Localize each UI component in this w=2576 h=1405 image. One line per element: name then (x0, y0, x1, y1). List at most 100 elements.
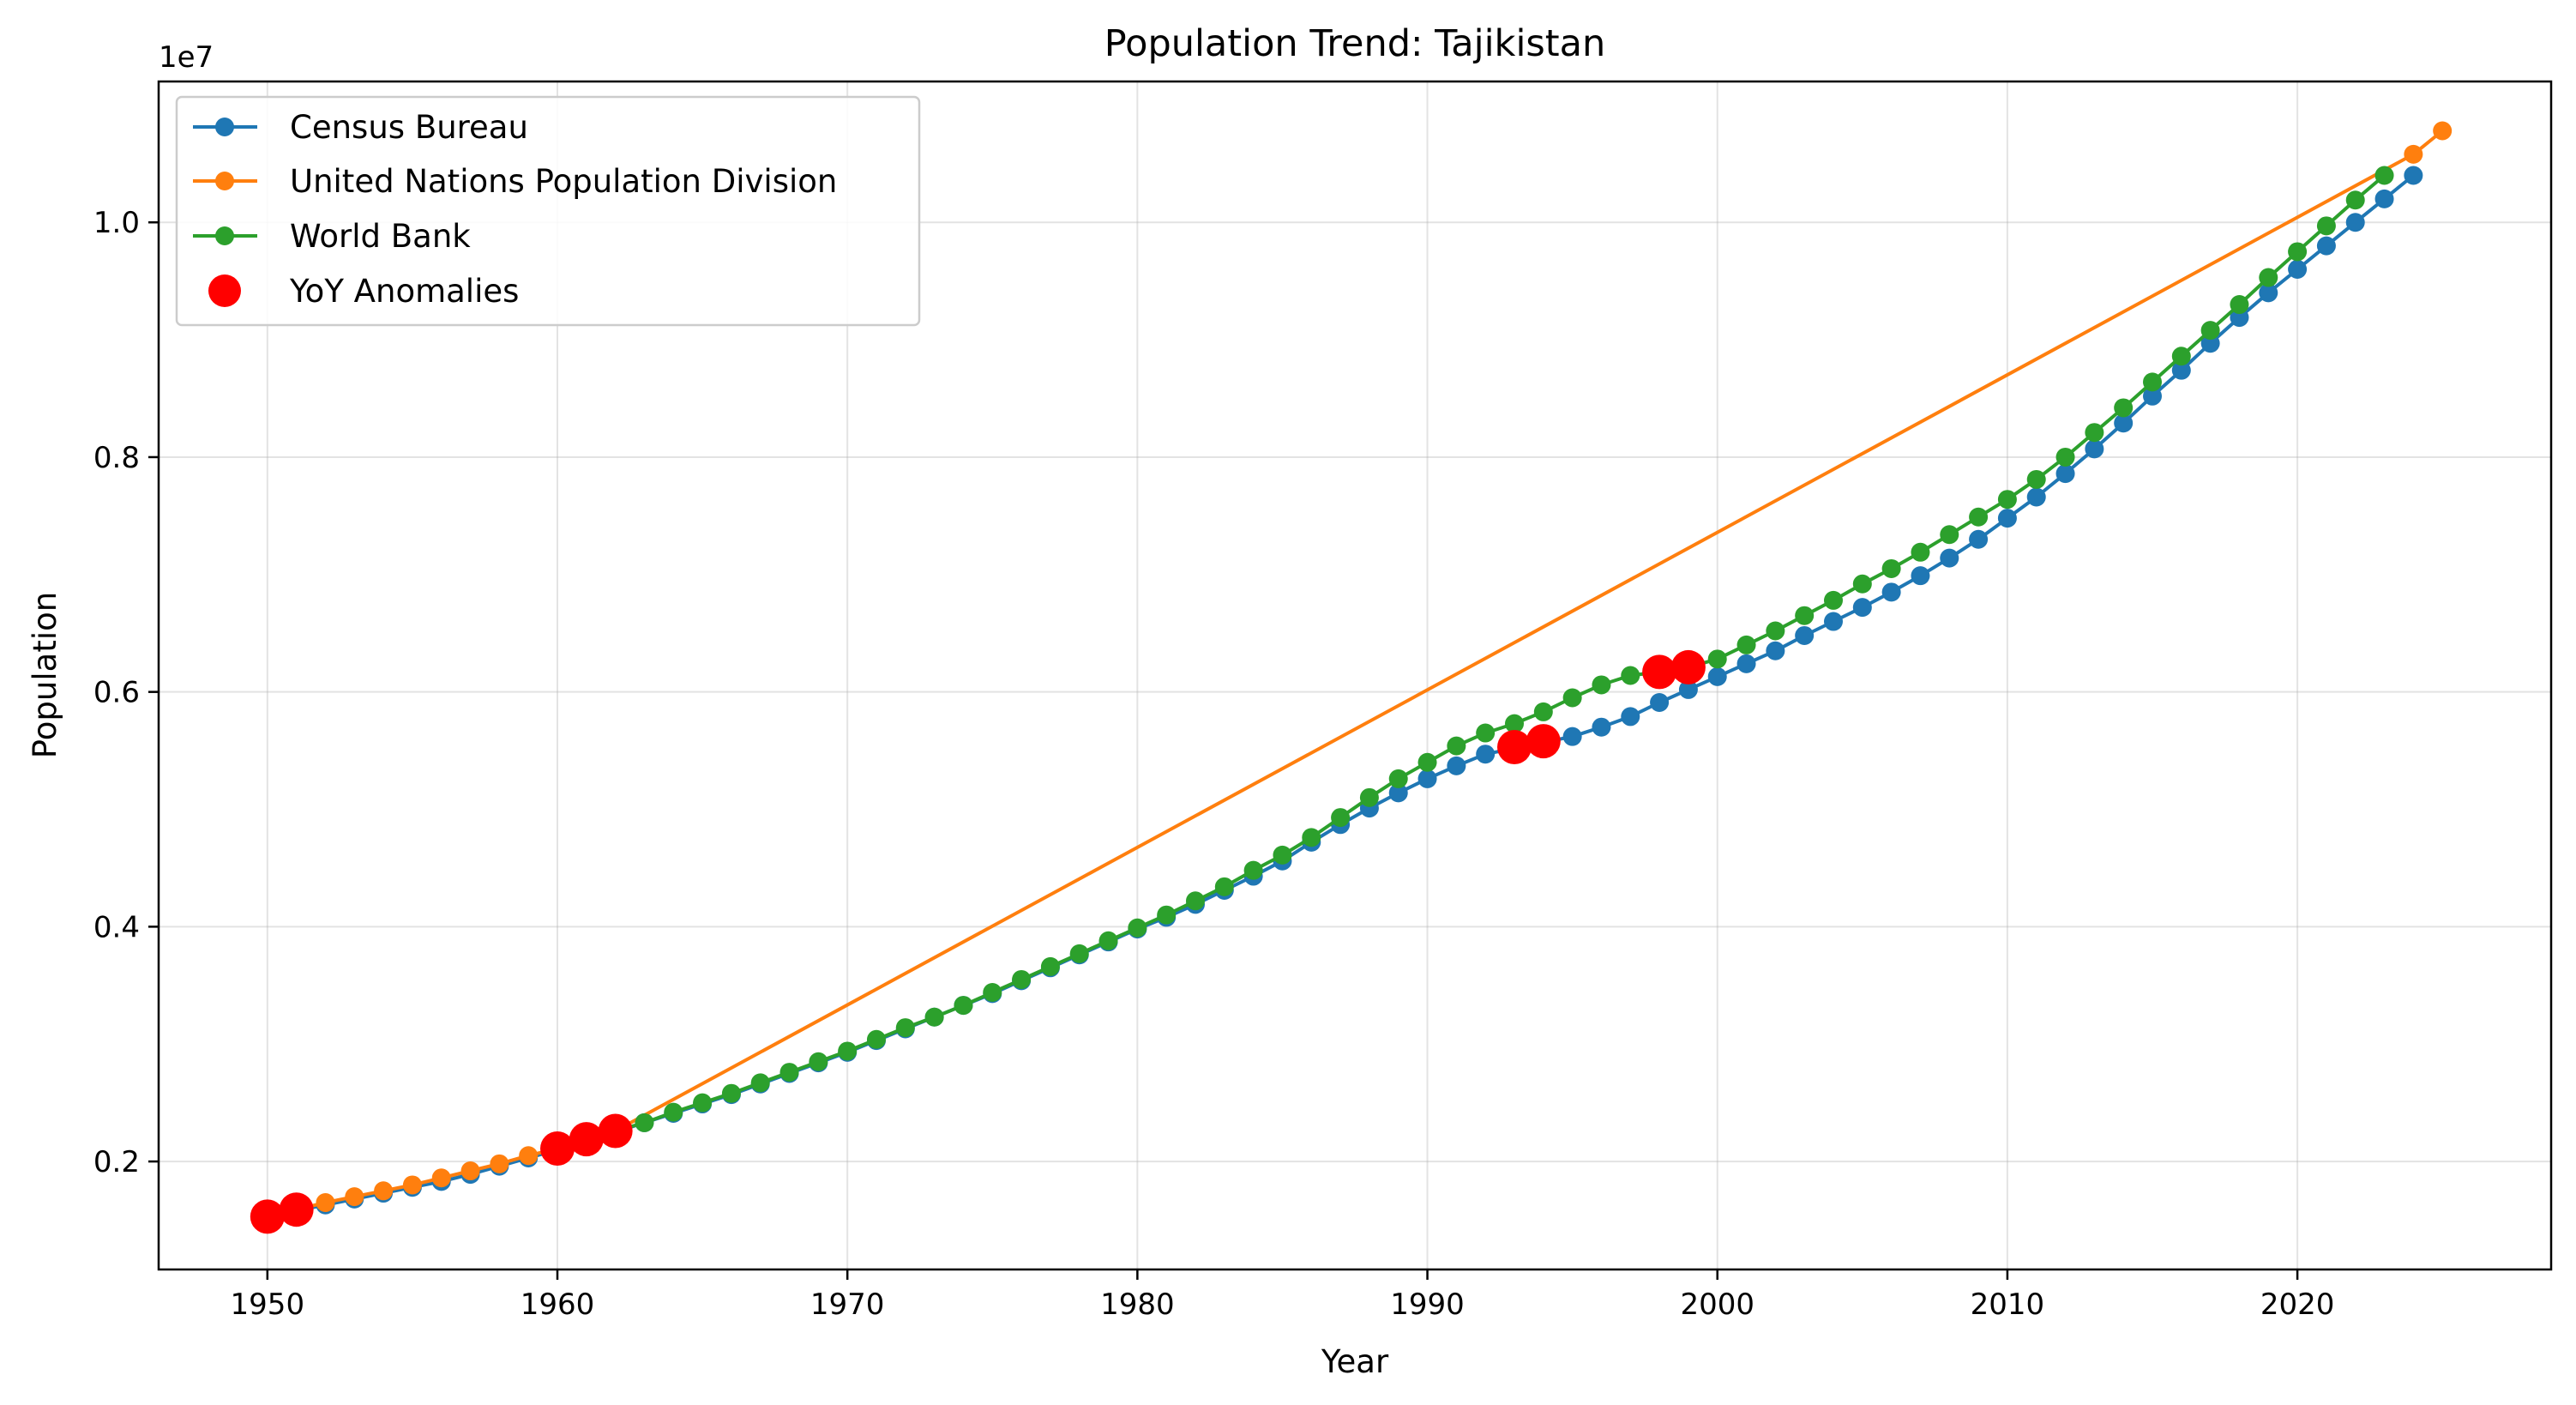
data-point-world-bank (779, 1063, 799, 1082)
data-point-world-bank (1592, 675, 1611, 695)
data-point-census-bureau (1881, 582, 1901, 602)
legend-label-census-bureau: Census Bureau (290, 109, 528, 146)
y-tick-label: 0.6 (93, 676, 140, 710)
data-point-world-bank (1911, 542, 1930, 562)
legend-marker-census-bureau (215, 118, 234, 136)
data-point-census-bureau (1592, 717, 1611, 737)
data-point-world-bank (838, 1041, 858, 1061)
x-axis-ticks: 1950 1960 1970 1980 1990 2000 2010 2020 (231, 1269, 2335, 1322)
anomaly-point (598, 1113, 633, 1149)
legend-item-world-bank: World Bank (193, 218, 471, 255)
data-point-census-bureau (2200, 334, 2220, 353)
y-tick-label: 0.2 (93, 1145, 140, 1179)
data-point-world-bank (1852, 574, 1872, 594)
data-point-census-bureau (1447, 756, 1466, 775)
data-point-census-bureau (2288, 259, 2308, 279)
data-point-world-bank (809, 1052, 828, 1071)
data-point-world-bank (2230, 295, 2249, 315)
data-point-un-population-division (374, 1181, 394, 1201)
data-point-census-bureau (1707, 666, 1727, 686)
data-point-census-bureau (1911, 566, 1930, 586)
data-point-census-bureau (2055, 464, 2075, 484)
plot-frame (157, 80, 2553, 1271)
anomaly-point (1642, 654, 1677, 690)
data-point-world-bank (1997, 490, 2017, 510)
data-point-world-bank (2055, 447, 2075, 467)
data-point-world-bank (693, 1093, 713, 1113)
data-point-world-bank (1476, 723, 1496, 743)
legend-marker-un (215, 172, 234, 190)
anomaly-point (279, 1192, 314, 1227)
data-point-world-bank (2345, 190, 2365, 210)
data-point-world-bank (1969, 507, 1989, 527)
x-axis-label: Year (1321, 1343, 1389, 1380)
data-point-world-bank (1621, 666, 1640, 685)
data-point-census-bureau (1650, 692, 1670, 712)
data-point-world-bank (867, 1029, 886, 1049)
y-tick-label: 0.8 (93, 441, 140, 475)
data-point-un-population-division (316, 1192, 335, 1212)
data-point-world-bank (1707, 649, 1727, 669)
data-point-un-population-division (345, 1187, 364, 1207)
x-tick-label: 2000 (1680, 1287, 1754, 1322)
data-point-world-bank (1012, 969, 1032, 989)
data-point-world-bank (2374, 166, 2394, 185)
legend-marker-world-bank (215, 226, 234, 245)
data-point-census-bureau (1795, 625, 1815, 645)
data-point-census-bureau (2171, 360, 2191, 380)
data-point-census-bureau (1824, 612, 1843, 631)
data-point-world-bank (2114, 398, 2134, 418)
data-point-world-bank (1331, 808, 1351, 828)
legend-item-yoy-anomalies: YoY Anomalies (208, 273, 519, 310)
data-point-census-bureau (1852, 598, 1872, 618)
data-point-world-bank (1795, 606, 1815, 625)
data-point-world-bank (1157, 905, 1177, 925)
data-point-world-bank (895, 1018, 915, 1038)
data-point-census-bureau (2404, 166, 2423, 185)
anomaly-point (250, 1199, 285, 1234)
data-point-census-bureau (1476, 745, 1496, 764)
x-tick-label: 2020 (2260, 1287, 2335, 1322)
data-point-un-population-division (431, 1168, 451, 1188)
data-point-census-bureau (2374, 189, 2394, 208)
data-point-world-bank (2200, 321, 2220, 341)
data-point-un-population-division (402, 1175, 422, 1195)
y-axis-scale-label: 1e7 (159, 40, 214, 75)
data-point-world-bank (1505, 714, 1524, 733)
data-point-world-bank (983, 983, 1002, 1003)
data-point-world-bank (1881, 558, 1901, 578)
anomaly-point (1526, 724, 1561, 759)
legend-item-un-population-division: United Nations Population Division (193, 163, 837, 200)
y-tick-label: 1.0 (93, 206, 140, 240)
data-point-world-bank (1243, 860, 1263, 880)
data-point-world-bank (2143, 372, 2162, 392)
legend-label-un: United Nations Population Division (290, 163, 837, 200)
y-axis-label: Population (27, 592, 63, 758)
data-point-world-bank (1388, 769, 1408, 788)
anomaly-layer (250, 649, 1706, 1234)
data-point-world-bank (2259, 268, 2278, 287)
data-point-census-bureau (2143, 386, 2162, 406)
anomaly-point (1670, 649, 1706, 684)
y-axis-ticks: 0.2 0.4 0.6 0.8 1.0 (93, 206, 159, 1179)
data-point-world-bank (2171, 347, 2191, 366)
chart-title: Population Trend: Tajikistan (1104, 22, 1606, 65)
data-point-world-bank (1273, 845, 1292, 865)
data-point-world-bank (1128, 918, 1147, 938)
series-line-world-bank (557, 173, 2386, 1150)
data-point-world-bank (1359, 787, 1379, 807)
data-point-world-bank (2026, 469, 2046, 489)
anomaly-point (569, 1122, 604, 1157)
y-tick-label: 0.4 (93, 910, 140, 944)
data-point-census-bureau (1940, 548, 1959, 568)
x-tick-label: 2010 (1971, 1287, 2045, 1322)
data-point-un-population-division (2404, 144, 2423, 164)
data-point-world-bank (1447, 736, 1466, 756)
series-world-bank (548, 166, 2394, 1159)
data-point-world-bank (750, 1073, 770, 1093)
series-layer (257, 121, 2453, 1227)
data-point-world-bank (1214, 877, 1234, 896)
data-point-world-bank (1824, 590, 1843, 610)
data-point-world-bank (1417, 752, 1437, 772)
x-tick-label: 1960 (521, 1287, 595, 1322)
